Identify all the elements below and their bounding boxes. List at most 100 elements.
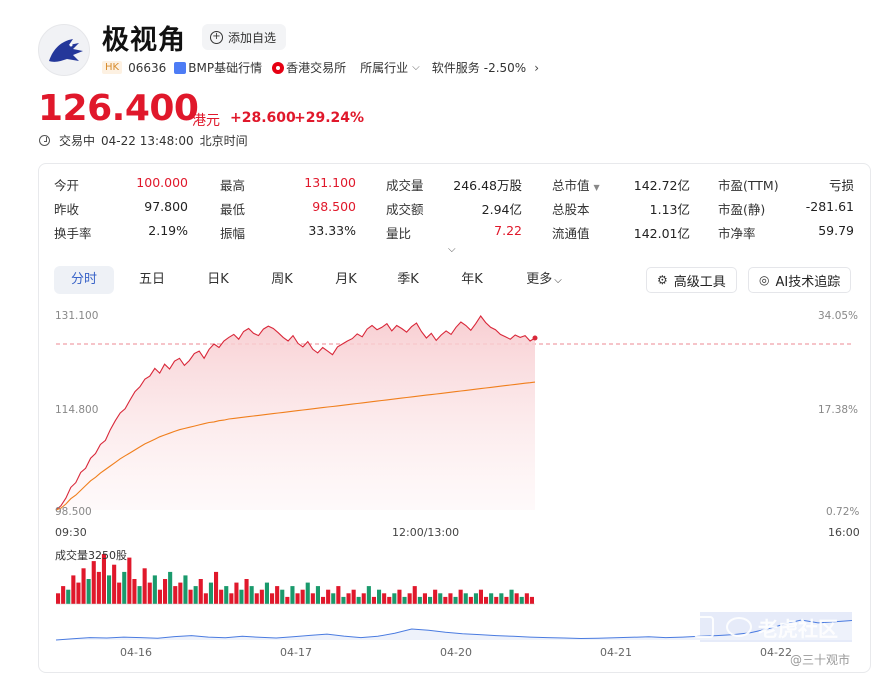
stat-label: 昨收 — [54, 202, 80, 217]
add-watchlist-button[interactable]: + 添加自选 — [202, 24, 287, 50]
date-label: 04-22 — [760, 646, 792, 659]
volume-label: 成交量3250股 — [55, 549, 127, 562]
stat-label: 振幅 — [220, 226, 246, 241]
stat-value: 142.72亿 — [633, 178, 690, 193]
stat-value: 亏损 — [828, 178, 854, 193]
stat-value: 246.48万股 — [453, 178, 522, 193]
tab-five-day[interactable]: 五日 — [138, 272, 165, 287]
date-label: 04-16 — [120, 646, 152, 659]
stat-value: 131.100 — [304, 175, 356, 190]
stat-label: 市盈(静) — [718, 202, 766, 217]
stat-value: 2.94亿 — [481, 202, 522, 217]
stock-meta-row: HK 06636 BMP基础行情 香港交易所 所属行业 ⌵ 软件服务 -2.50… — [102, 59, 539, 76]
date-label: 04-17 — [280, 646, 312, 659]
pct-axis-top: 34.05% — [818, 310, 859, 322]
hk-flag-icon — [272, 61, 285, 74]
stat-value: 97.800 — [144, 199, 188, 214]
stat-value: 100.000 — [136, 175, 188, 190]
ai-tracking-button[interactable]: ◎ AI技术追踪 — [748, 267, 852, 293]
stat-label: 最低 — [220, 202, 246, 217]
time-mid-label: 12:00/13:00 — [392, 526, 460, 539]
tab-yearly-k[interactable]: 年K — [461, 272, 483, 287]
stat-value: 1.13亿 — [649, 202, 690, 217]
stat-value: 142.01亿 — [633, 226, 690, 241]
currency-label: 港元 — [192, 113, 220, 129]
stats-row: 昨收 97.800 最低 98.500 成交额 2.94亿 总股本 1.13亿 … — [54, 199, 864, 219]
status-text: 交易中 — [59, 134, 96, 148]
stock-code: 06636 — [128, 60, 167, 75]
status-datetime: 04-22 13:48:00 — [101, 133, 194, 148]
stat-label: 成交额 — [386, 202, 424, 217]
exchange-label: 香港交易所 — [286, 61, 347, 75]
date-label: 04-20 — [440, 646, 472, 659]
current-price: 126.400 — [38, 88, 199, 129]
stat-label: 量比 — [386, 226, 412, 241]
price-axis-top: 131.100 — [55, 310, 99, 322]
chevron-down-icon[interactable]: ⌵ — [412, 62, 420, 73]
stats-row: 今开 100.000 最高 131.100 成交量 246.48万股 总市值 ▼… — [54, 175, 864, 195]
clock-icon — [39, 135, 50, 146]
market-badge: HK — [102, 61, 123, 74]
tab-quarterly-k[interactable]: 季K — [397, 272, 419, 287]
stat-label: 最高 — [220, 178, 246, 193]
price-change: +28.600 — [230, 110, 296, 126]
stat-label: 成交量 — [386, 178, 424, 193]
stat-value: 7.22 — [494, 223, 522, 238]
watermark-brand: 老虎社区 — [758, 616, 838, 641]
company-logo — [38, 24, 90, 76]
price-change-pct: +29.24% — [294, 110, 365, 126]
bmp-icon — [174, 61, 187, 74]
quote-panel — [38, 163, 871, 673]
tab-daily-k[interactable]: 日K — [207, 272, 229, 287]
pct-axis-mid: 17.38% — [818, 404, 859, 416]
stock-header: 极视角 + 添加自选 HK 06636 BMP基础行情 香港交易所 所属行业 ⌵… — [0, 0, 878, 160]
stat-value: 33.33% — [308, 223, 356, 238]
time-end-label: 16:00 — [828, 526, 860, 539]
chevron-right-icon[interactable]: › — [534, 60, 539, 75]
advanced-tools-button[interactable]: ⚙ 高级工具 — [646, 267, 737, 293]
stock-name: 极视角 — [102, 25, 186, 56]
expand-stats-chevron-icon[interactable]: ⌵ — [448, 244, 456, 255]
stat-label: 总股本 — [552, 202, 590, 217]
bmp-label[interactable]: BMP基础行情 — [188, 61, 263, 75]
watermark-box-icon — [694, 616, 714, 638]
trading-status: 交易中 04-22 13:48:00 北京时间 — [39, 132, 248, 149]
price-axis-mid: 114.800 — [55, 404, 99, 416]
stat-label: 今开 — [54, 178, 80, 193]
tab-intraday[interactable]: 分时 — [54, 266, 114, 294]
stat-value: 98.500 — [312, 199, 356, 214]
time-start-label: 09:30 — [55, 526, 87, 539]
tiger-logo-icon — [726, 617, 752, 637]
caret-down-icon[interactable]: ▼ — [593, 183, 600, 192]
chevron-down-icon: ⌵ — [554, 275, 562, 286]
status-timezone: 北京时间 — [199, 134, 248, 148]
tools-icon: ⚙ — [657, 273, 668, 287]
pct-axis-bottom: 0.72% — [826, 506, 860, 518]
tab-monthly-k[interactable]: 月K — [335, 272, 357, 287]
tab-more[interactable]: 更多 ⌵ — [516, 266, 572, 294]
industry-change: -2.50% — [483, 60, 527, 75]
watermark-author: @三十观市 — [790, 653, 851, 667]
stat-value: 2.19% — [148, 223, 188, 238]
industry-label[interactable]: 所属行业 — [360, 61, 409, 75]
tab-more-label: 更多 — [526, 272, 553, 287]
stats-row: 换手率 2.19% 振幅 33.33% 量比 7.22 流通值 142.01亿 … — [54, 223, 864, 243]
watermark: 老虎社区 — [694, 613, 838, 641]
stat-label-text: 总市值 — [552, 178, 590, 193]
add-watchlist-label: 添加自选 — [228, 30, 277, 45]
price-axis-bottom: 98.500 — [55, 506, 92, 518]
date-label: 04-21 — [600, 646, 632, 659]
stat-value: -281.61 — [805, 199, 854, 214]
ai-icon: ◎ — [759, 273, 770, 287]
stat-label: 换手率 — [54, 226, 92, 241]
ai-tracking-label: AI技术追踪 — [775, 274, 841, 290]
tab-weekly-k[interactable]: 周K — [271, 272, 293, 287]
stat-value: 59.79 — [818, 223, 854, 238]
plus-circle-icon: + — [210, 30, 223, 44]
stat-label: 流通值 — [552, 226, 590, 241]
advanced-tools-label: 高级工具 — [673, 274, 726, 290]
stat-label: 总市值 ▼ — [552, 175, 600, 194]
stat-label: 市净率 — [718, 226, 756, 241]
industry-name[interactable]: 软件服务 — [431, 61, 480, 75]
stat-label: 市盈(TTM) — [718, 178, 779, 193]
